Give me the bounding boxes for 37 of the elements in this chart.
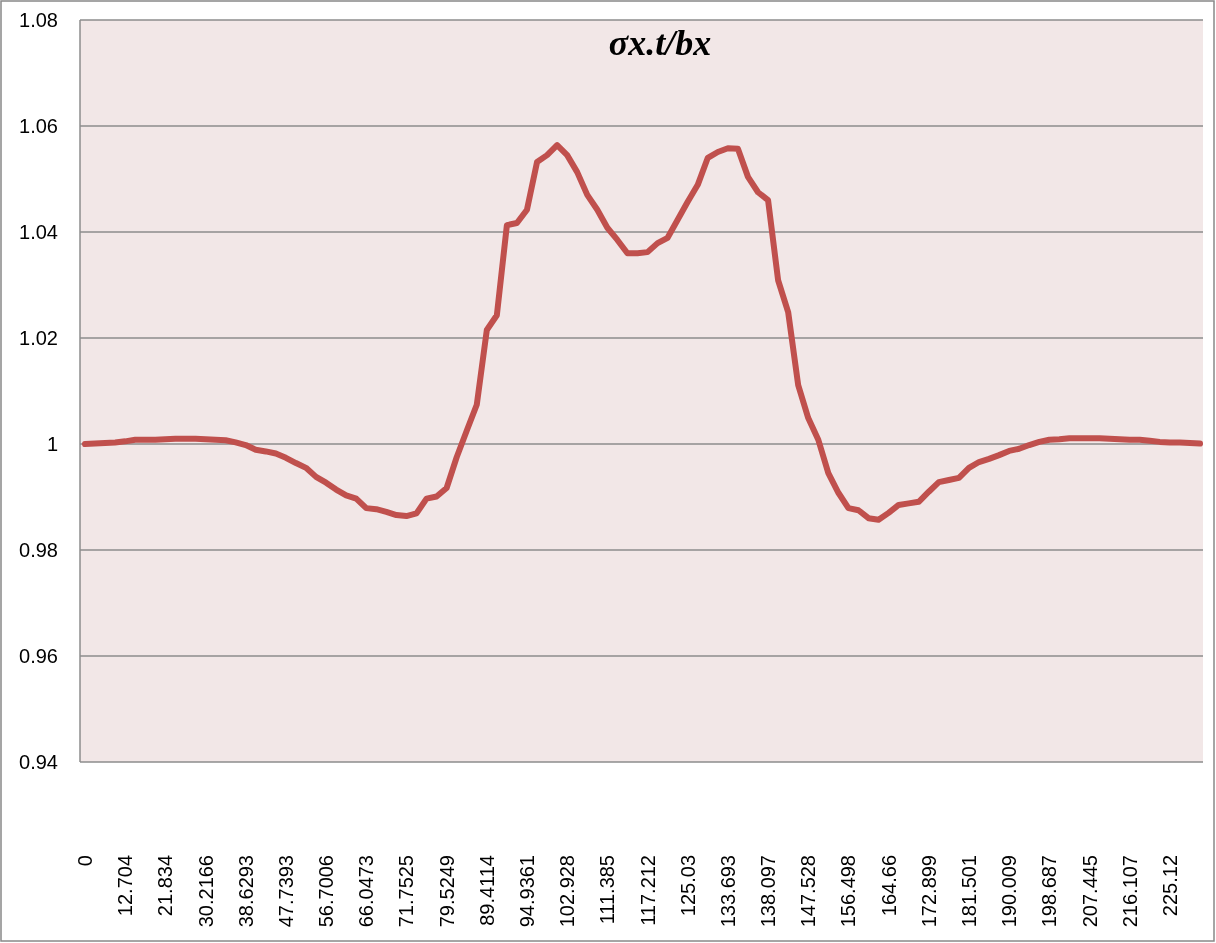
y-tick-label: 1.04 bbox=[19, 221, 58, 243]
x-tick-label: 47.7393 bbox=[274, 855, 297, 928]
x-tick-label: 138.097 bbox=[757, 855, 780, 928]
x-tick-label: 190.009 bbox=[998, 855, 1021, 928]
x-tick-label: 12.704 bbox=[114, 855, 137, 917]
x-tick-label: 156.498 bbox=[837, 855, 860, 928]
x-tick-label: 94.9361 bbox=[515, 855, 538, 928]
x-tick-label: 147.528 bbox=[797, 855, 820, 928]
x-tick-label: 172.899 bbox=[917, 855, 940, 928]
x-tick-label: 79.5249 bbox=[435, 855, 458, 928]
x-tick-label: 198.687 bbox=[1038, 855, 1061, 928]
x-tick-label: 133.693 bbox=[716, 855, 739, 928]
y-tick-label: 1.08 bbox=[19, 9, 58, 31]
x-tick-label: 71.7525 bbox=[395, 855, 418, 928]
x-tick-label: 89.4114 bbox=[475, 855, 498, 926]
y-tick-label: 0.94 bbox=[19, 751, 58, 773]
x-tick-label: 207.445 bbox=[1078, 855, 1101, 928]
chart-title: σx.t/bx bbox=[608, 23, 712, 63]
y-tick-label: 1.06 bbox=[19, 115, 58, 137]
x-tick-label: 225.12 bbox=[1158, 855, 1181, 917]
x-tick-label: 38.6293 bbox=[234, 855, 257, 928]
x-tick-label: 56.7006 bbox=[315, 855, 338, 928]
x-tick-label: 66.0473 bbox=[355, 855, 378, 928]
x-tick-label: 216.107 bbox=[1118, 855, 1141, 928]
x-tick-label: 102.928 bbox=[556, 855, 579, 928]
y-tick-label: 0.98 bbox=[19, 539, 58, 561]
x-tick-label: 111.385 bbox=[596, 855, 619, 925]
x-tick-label: 181.501 bbox=[957, 855, 980, 928]
x-tick-label: 125.03 bbox=[676, 855, 699, 917]
x-tick-label: 0 bbox=[74, 855, 96, 867]
y-tick-label: 1 bbox=[46, 433, 58, 455]
x-tick-label: 30.2166 bbox=[194, 855, 217, 928]
x-tick-label: 117.212 bbox=[636, 855, 659, 926]
y-tick-label: 1.02 bbox=[19, 327, 58, 349]
y-tick-label: 0.96 bbox=[19, 645, 58, 667]
x-tick-label: 164.66 bbox=[877, 855, 900, 917]
x-tick-label: 21.834 bbox=[154, 855, 177, 917]
